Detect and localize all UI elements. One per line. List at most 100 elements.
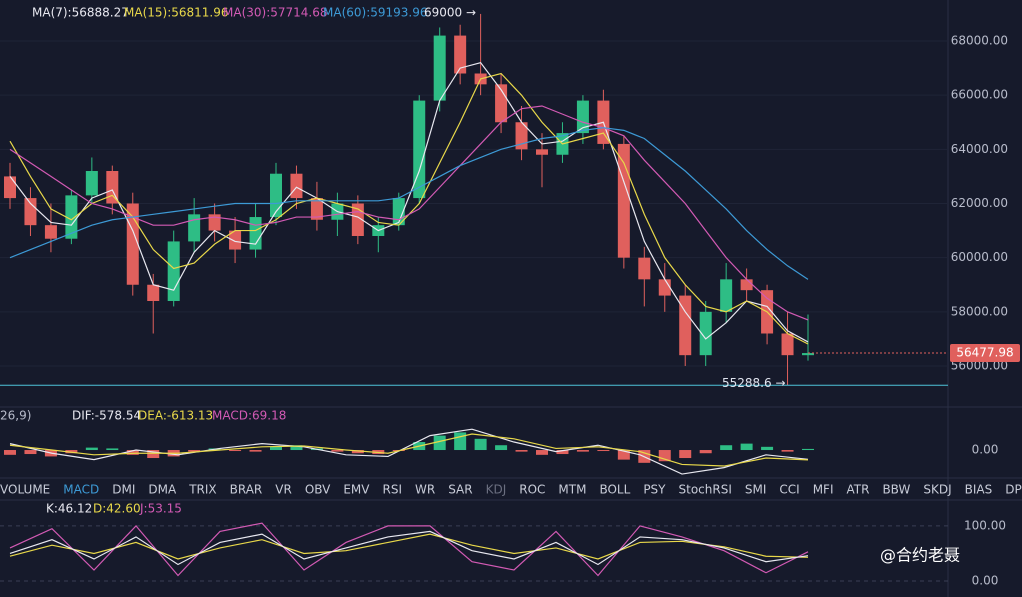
y-tick-label: 0.00 <box>972 574 999 588</box>
macd-bar <box>249 450 262 452</box>
macd-bar <box>106 448 119 451</box>
macd-bar <box>576 450 589 452</box>
candle-body <box>208 214 221 231</box>
candle-body <box>781 333 794 356</box>
dif-label: DIF:-578.54 <box>72 409 141 423</box>
indicator-tab[interactable]: KDJ <box>486 483 507 497</box>
indicator-tab[interactable]: VR <box>275 483 292 497</box>
macd-bar <box>781 450 794 452</box>
indicator-tab[interactable]: TRIX <box>188 483 216 497</box>
candle-body <box>65 195 78 239</box>
candle-body <box>270 173 282 218</box>
macd-bar <box>24 450 37 455</box>
ma-line <box>9 127 809 280</box>
dea-line <box>9 433 809 467</box>
indicator-tab[interactable]: DMI <box>112 483 135 497</box>
indicator-tab[interactable]: SMI <box>745 483 767 497</box>
macd-bar <box>761 446 774 451</box>
y-tick-label: 0.00 <box>972 443 999 457</box>
indicator-tab[interactable]: WR <box>415 483 435 497</box>
candle-body <box>454 35 467 74</box>
indicator-tab[interactable]: CCI <box>779 483 799 497</box>
indicator-tab[interactable]: SKDJ <box>923 483 951 497</box>
macd-bar <box>536 450 548 455</box>
indicator-tab[interactable]: VOLUME <box>0 483 50 497</box>
macd-bar <box>229 450 242 452</box>
candle-body <box>126 203 139 285</box>
indicator-tab[interactable]: RSI <box>383 483 403 497</box>
indicator-tab[interactable]: BIAS <box>965 483 993 497</box>
y-tick-label: 66000.00 <box>951 88 1008 102</box>
candle-body <box>679 295 692 356</box>
macd-bar <box>515 450 528 452</box>
indicator-tab[interactable]: SAR <box>448 483 472 497</box>
y-tick-label: 62000.00 <box>951 196 1008 210</box>
macd-bar <box>474 438 487 451</box>
indicator-tab[interactable]: DMA <box>148 483 177 497</box>
ma-line <box>9 105 809 321</box>
candle-body <box>167 241 180 302</box>
y-tick-label: 100.00 <box>964 518 1006 532</box>
indicator-tab[interactable]: ROC <box>519 483 545 497</box>
candle-body <box>290 173 303 199</box>
indicator-tab[interactable]: BBW <box>882 483 910 497</box>
candle-body <box>576 100 589 134</box>
candle-body <box>24 198 37 226</box>
ma7-label: MA(7):56888.27 <box>32 6 129 20</box>
candle-body <box>85 171 98 196</box>
ma15-label: MA(15):56811.96 <box>124 6 229 20</box>
macd-bar <box>597 450 610 452</box>
indicator-tab[interactable]: DPO <box>1005 483 1022 497</box>
macd-bar <box>740 443 753 451</box>
indicator-tab[interactable]: ATR <box>846 483 869 497</box>
candle-body <box>638 257 651 280</box>
macd-bar <box>331 450 344 452</box>
j-line <box>9 522 809 577</box>
indicator-tab[interactable]: BOLL <box>599 483 630 497</box>
indicator-tab[interactable]: EMV <box>343 483 370 497</box>
macd-bar <box>290 445 303 451</box>
macd-bar <box>679 450 692 459</box>
candle-body <box>802 353 814 356</box>
macd-bar <box>85 447 98 451</box>
macd-bar <box>433 435 446 451</box>
indicator-tab[interactable]: MTM <box>558 483 586 497</box>
candle-body <box>249 217 262 250</box>
macd-bar <box>495 445 508 451</box>
last-price-tag <box>950 344 1020 363</box>
macd-params: 26,9) <box>0 409 31 423</box>
macd-bar <box>454 432 467 451</box>
indicator-tab[interactable]: PSY <box>643 483 666 497</box>
candle-body <box>4 176 16 199</box>
d-line <box>9 533 809 560</box>
candle-body <box>188 214 201 242</box>
candle-body <box>229 230 242 250</box>
candle-body <box>310 198 323 220</box>
macd-bar <box>351 450 364 454</box>
macd-bar <box>617 450 630 460</box>
indicator-tab[interactable]: StochRSI <box>679 483 732 497</box>
k-label: K:46.12 <box>46 502 92 516</box>
y-tick-label: 68000.00 <box>951 34 1008 48</box>
indicator-tab[interactable]: MFI <box>813 483 834 497</box>
macd-bar <box>556 450 569 455</box>
indicator-tab[interactable]: OBV <box>305 483 331 497</box>
macd-bar <box>802 448 814 451</box>
candle-body <box>147 284 160 302</box>
y-tick-label: 58000.00 <box>951 304 1008 318</box>
indicator-tab[interactable]: MACD <box>63 483 99 497</box>
macd-bar <box>65 450 78 454</box>
macd-bar <box>658 450 671 462</box>
candle-body <box>413 100 426 199</box>
high-label: 69000 → <box>424 6 476 20</box>
candle-body <box>658 279 671 296</box>
candle-body <box>433 35 446 101</box>
watermark: @合约老聂 <box>880 546 960 565</box>
candle-body <box>44 225 57 239</box>
macd-bar <box>126 450 139 455</box>
macd-bar <box>720 445 733 451</box>
dea-label: DEA:-613.13 <box>138 409 213 423</box>
y-tick-label: 64000.00 <box>951 142 1008 156</box>
indicator-tab[interactable]: BRAR <box>230 483 263 497</box>
